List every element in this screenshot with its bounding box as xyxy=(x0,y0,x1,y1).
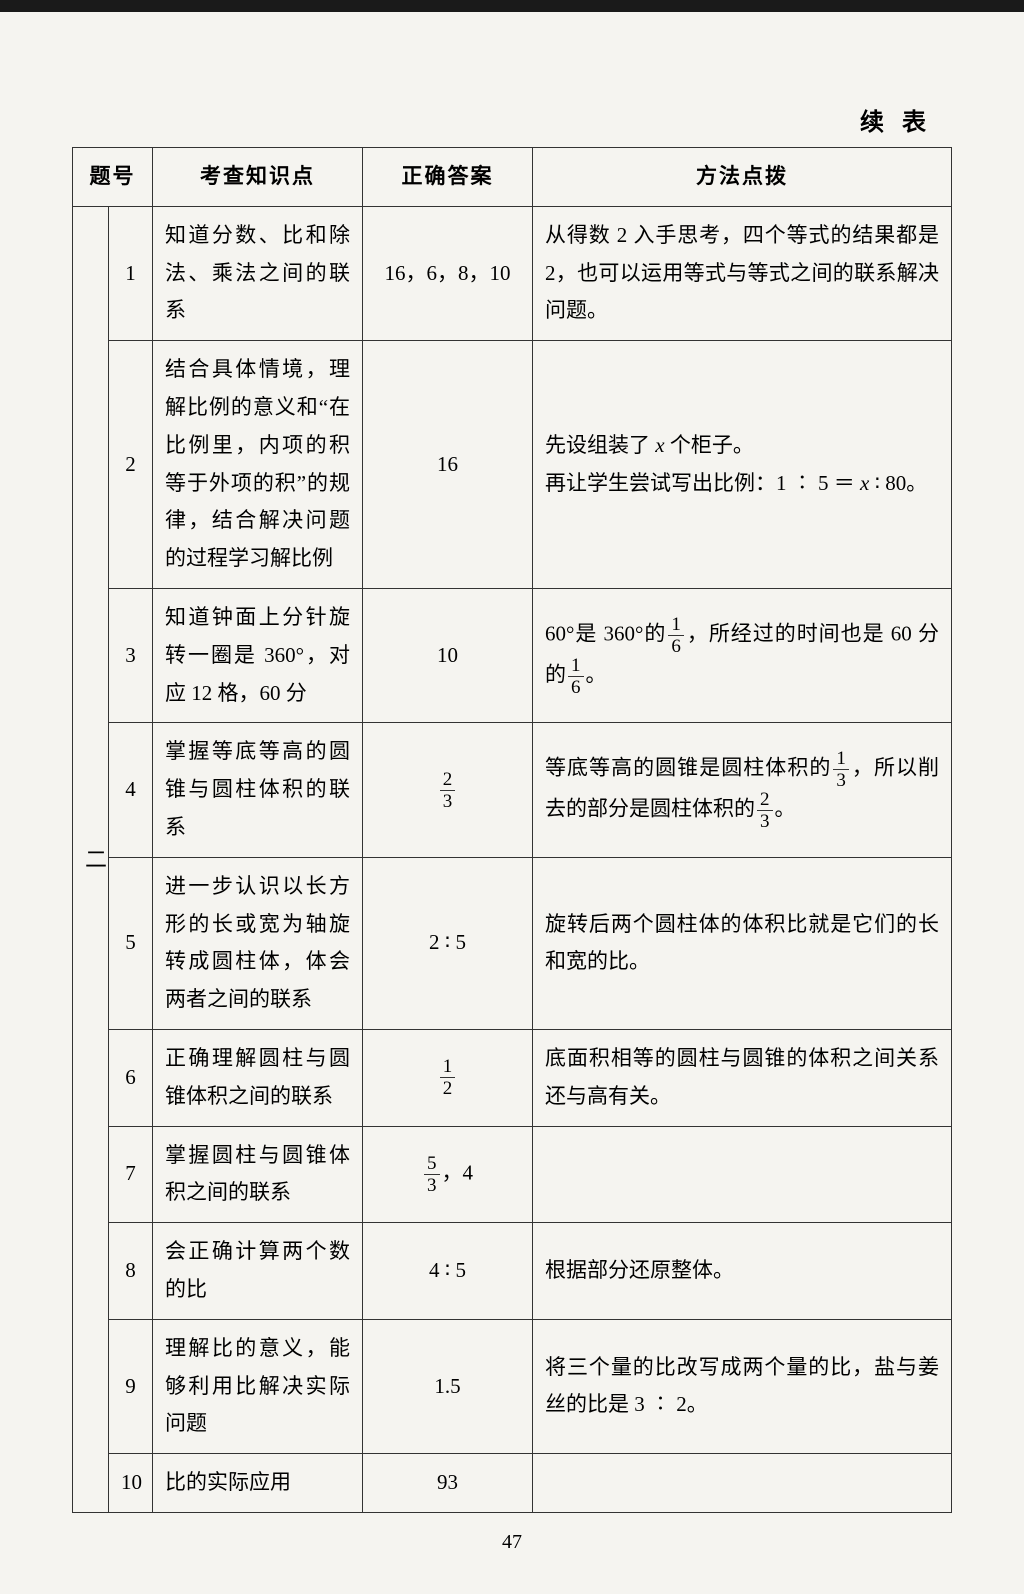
top-bar xyxy=(0,0,1024,12)
row-method xyxy=(533,1454,952,1513)
row-num: 3 xyxy=(109,588,153,722)
row-answer: 53，4 xyxy=(363,1126,533,1223)
table-row: 10 比的实际应用 93 xyxy=(73,1454,952,1513)
row-method: 底面积相等的圆柱与圆锥的体积之间关系还与高有关。 xyxy=(533,1029,952,1126)
row-topic: 掌握圆柱与圆锥体积之间的联系 xyxy=(153,1126,363,1223)
answer-table: 题号 考查知识点 正确答案 方法点拨 二 1 知道分数、比和除法、乘法之间的联系… xyxy=(72,147,952,1513)
fraction: 23 xyxy=(440,770,456,811)
row-num: 1 xyxy=(109,206,153,340)
row-answer: 1.5 xyxy=(363,1319,533,1453)
row-answer: 12 xyxy=(363,1029,533,1126)
col-header-section: 题号 xyxy=(73,148,153,207)
fraction: 13 xyxy=(833,749,849,790)
row-answer: 10 xyxy=(363,588,533,722)
continued-label: 续表 xyxy=(72,102,952,137)
row-topic: 进一步认识以长方形的长或宽为轴旋转成圆柱体，体会两者之间的联系 xyxy=(153,857,363,1029)
text: 。 xyxy=(586,662,607,686)
row-num: 9 xyxy=(109,1319,153,1453)
row-num: 5 xyxy=(109,857,153,1029)
fraction: 23 xyxy=(757,790,773,831)
table-header-row: 题号 考查知识点 正确答案 方法点拨 xyxy=(73,148,952,207)
row-method: 60°是 360°的16，所经过的时间也是 60 分的16。 xyxy=(533,588,952,722)
fraction: 16 xyxy=(568,656,584,697)
row-method: 根据部分还原整体。 xyxy=(533,1223,952,1320)
row-method xyxy=(533,1126,952,1223)
table-row: 6 正确理解圆柱与圆锥体积之间的联系 12 底面积相等的圆柱与圆锥的体积之间关系… xyxy=(73,1029,952,1126)
text: 60°是 360°的 xyxy=(545,621,666,645)
fraction: 12 xyxy=(440,1057,456,1098)
row-answer: 23 xyxy=(363,723,533,857)
table-row: 7 掌握圆柱与圆锥体积之间的联系 53，4 xyxy=(73,1126,952,1223)
text: 。 xyxy=(775,796,796,820)
table-row: 4 掌握等底等高的圆锥与圆柱体积的联系 23 等底等高的圆锥是圆柱体积的13，所… xyxy=(73,723,952,857)
page-content: 续表 题号 考查知识点 正确答案 方法点拨 二 1 知道分数、比和除法、乘法之间… xyxy=(0,12,1024,1594)
row-topic: 理解比的意义，能够利用比解决实际问题 xyxy=(153,1319,363,1453)
text: 等底等高的圆锥是圆柱体积的 xyxy=(545,755,831,779)
row-topic: 结合具体情境，理解比例的意义和“在比例里，内项的积等于外项的积”的规律，结合解决… xyxy=(153,341,363,589)
text: ，4 xyxy=(442,1160,474,1184)
row-method: 从得数 2 入手思考，四个等式的结果都是 2，也可以运用等式与等式之间的联系解决… xyxy=(533,206,952,340)
row-num: 7 xyxy=(109,1126,153,1223)
table-row: 9 理解比的意义，能够利用比解决实际问题 1.5 将三个量的比改写成两个量的比，… xyxy=(73,1319,952,1453)
row-num: 4 xyxy=(109,723,153,857)
row-topic: 知道钟面上分针旋转一圈是 360°，对应 12 格，60 分 xyxy=(153,588,363,722)
table-row: 8 会正确计算两个数的比 4 ∶ 5 根据部分还原整体。 xyxy=(73,1223,952,1320)
row-topic: 比的实际应用 xyxy=(153,1454,363,1513)
table-row: 3 知道钟面上分针旋转一圈是 360°，对应 12 格，60 分 10 60°是… xyxy=(73,588,952,722)
fraction: 16 xyxy=(668,615,684,656)
var: x xyxy=(655,433,664,457)
table-row: 二 1 知道分数、比和除法、乘法之间的联系 16，6，8，10 从得数 2 入手… xyxy=(73,206,952,340)
row-num: 10 xyxy=(109,1454,153,1513)
row-answer: 16，6，8，10 xyxy=(363,206,533,340)
var: x xyxy=(860,471,869,495)
row-method: 旋转后两个圆柱体的体积比就是它们的长和宽的比。 xyxy=(533,857,952,1029)
row-num: 6 xyxy=(109,1029,153,1126)
text: ∶ 80。 xyxy=(869,471,927,495)
row-method: 等底等高的圆锥是圆柱体积的13，所以削去的部分是圆柱体积的23。 xyxy=(533,723,952,857)
text: 先设组装了 xyxy=(545,433,655,457)
row-topic: 掌握等底等高的圆锥与圆柱体积的联系 xyxy=(153,723,363,857)
fraction: 53 xyxy=(424,1154,440,1195)
row-topic: 知道分数、比和除法、乘法之间的联系 xyxy=(153,206,363,340)
row-topic: 会正确计算两个数的比 xyxy=(153,1223,363,1320)
row-answer: 2 ∶ 5 xyxy=(363,857,533,1029)
row-answer: 93 xyxy=(363,1454,533,1513)
row-num: 2 xyxy=(109,341,153,589)
col-header-answer: 正确答案 xyxy=(363,148,533,207)
row-topic: 正确理解圆柱与圆锥体积之间的联系 xyxy=(153,1029,363,1126)
row-method: 先设组装了 x 个柜子。 再让学生尝试写出比例：1 ∶ 5 ＝ x ∶ 80。 xyxy=(533,341,952,589)
col-header-topic: 考查知识点 xyxy=(153,148,363,207)
col-header-method: 方法点拨 xyxy=(533,148,952,207)
section-label: 二 xyxy=(73,206,109,1512)
table-row: 2 结合具体情境，理解比例的意义和“在比例里，内项的积等于外项的积”的规律，结合… xyxy=(73,341,952,589)
row-answer: 16 xyxy=(363,341,533,589)
row-answer: 4 ∶ 5 xyxy=(363,1223,533,1320)
page-number: 47 xyxy=(72,1531,952,1554)
row-num: 8 xyxy=(109,1223,153,1320)
row-method: 将三个量的比改写成两个量的比，盐与姜丝的比是 3 ∶ 2。 xyxy=(533,1319,952,1453)
table-row: 5 进一步认识以长方形的长或宽为轴旋转成圆柱体，体会两者之间的联系 2 ∶ 5 … xyxy=(73,857,952,1029)
